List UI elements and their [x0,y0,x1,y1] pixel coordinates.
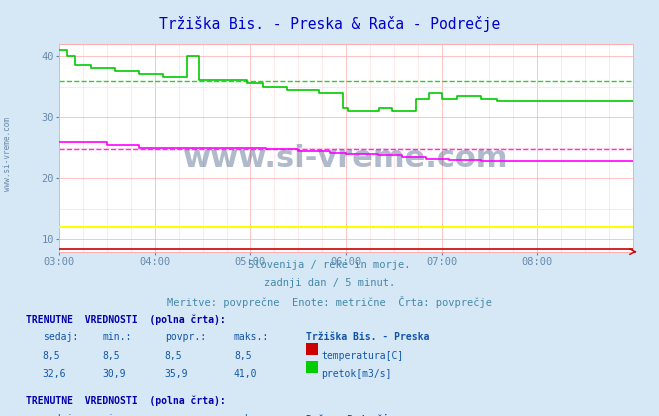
Text: maks.:: maks.: [234,414,269,416]
Text: temperatura[C]: temperatura[C] [321,351,403,361]
Text: povpr.:: povpr.: [165,332,206,342]
Text: zadnji dan / 5 minut.: zadnji dan / 5 minut. [264,278,395,288]
Text: Rača - Podrečje: Rača - Podrečje [306,414,395,416]
Text: maks.:: maks.: [234,332,269,342]
Text: Slovenija / reke in morje.: Slovenija / reke in morje. [248,260,411,270]
Text: TRENUTNE  VREDNOSTI  (polna črta):: TRENUTNE VREDNOSTI (polna črta): [26,314,226,324]
Text: Tržiška Bis. - Preska: Tržiška Bis. - Preska [306,332,430,342]
Text: min.:: min.: [102,332,132,342]
Text: sedaj:: sedaj: [43,332,78,342]
Text: 8,5: 8,5 [165,351,183,361]
Text: 41,0: 41,0 [234,369,258,379]
Text: www.si-vreme.com: www.si-vreme.com [3,117,13,191]
Text: Meritve: povprečne  Enote: metrične  Črta: povprečje: Meritve: povprečne Enote: metrične Črta:… [167,296,492,308]
Text: 35,9: 35,9 [165,369,188,379]
Text: 8,5: 8,5 [43,351,61,361]
Text: povpr.:: povpr.: [165,414,206,416]
Text: 8,5: 8,5 [234,351,252,361]
Text: 30,9: 30,9 [102,369,126,379]
Text: min.:: min.: [102,414,132,416]
Text: 32,6: 32,6 [43,369,67,379]
Text: sedaj:: sedaj: [43,414,78,416]
Text: Tržiška Bis. - Preska & Rača - Podrečje: Tržiška Bis. - Preska & Rača - Podrečje [159,16,500,32]
Text: www.si-vreme.com: www.si-vreme.com [183,144,509,173]
Text: pretok[m3/s]: pretok[m3/s] [321,369,391,379]
Text: TRENUTNE  VREDNOSTI  (polna črta):: TRENUTNE VREDNOSTI (polna črta): [26,396,226,406]
Text: 8,5: 8,5 [102,351,120,361]
